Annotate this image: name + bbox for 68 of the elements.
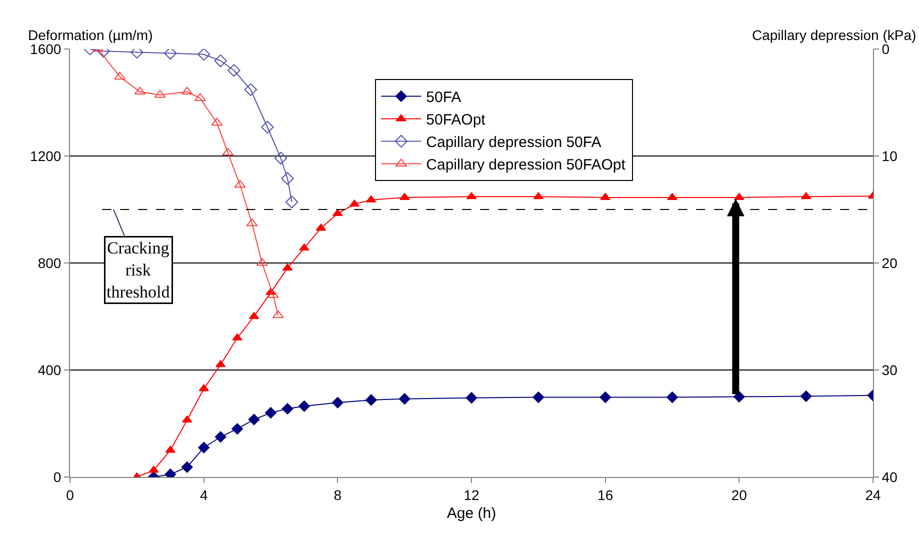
point	[114, 72, 126, 80]
point	[198, 442, 210, 454]
point	[733, 391, 745, 402]
legend-label: 50FA	[426, 89, 462, 106]
point	[165, 446, 176, 453]
point	[214, 431, 226, 443]
point	[232, 423, 243, 435]
point	[181, 86, 193, 95]
point	[248, 414, 260, 426]
point	[532, 392, 544, 403]
point	[667, 192, 678, 200]
point	[246, 218, 258, 226]
annotation: Cracking risk threshold	[106, 238, 170, 302]
point	[800, 390, 812, 402]
legend-label: Capillary depression 50FA	[426, 134, 602, 152]
point	[222, 148, 234, 156]
point	[274, 152, 288, 164]
point	[134, 86, 146, 95]
y2-tick-label: 30	[882, 362, 898, 378]
x-tick-label: 8	[334, 486, 342, 503]
x-axis-title: Age (h)	[446, 504, 496, 522]
point	[398, 393, 410, 405]
point	[285, 196, 298, 208]
y-tick-label: 800	[38, 254, 62, 271]
legend-label: 50FAOpt	[426, 112, 486, 129]
y-axis-title: Deformation (µm/m)	[28, 27, 153, 43]
x-tick-label: 24	[865, 486, 881, 503]
point	[666, 392, 678, 403]
point	[365, 394, 377, 406]
point	[272, 310, 284, 318]
point	[198, 384, 209, 392]
x-tick-label: 20	[731, 486, 748, 503]
y2-tick-label: 10	[882, 148, 898, 164]
point	[600, 392, 612, 403]
point	[181, 461, 193, 473]
point	[299, 244, 310, 251]
point	[261, 120, 274, 134]
point	[332, 209, 343, 216]
point	[214, 54, 227, 68]
x-tick-label: 12	[464, 486, 480, 503]
y-tick-label: 1600	[30, 40, 62, 57]
point	[600, 192, 610, 200]
point	[298, 400, 310, 412]
x-tick-label: 4	[200, 486, 208, 503]
point	[281, 172, 294, 185]
y-tick-label: 400	[38, 362, 62, 378]
point	[332, 396, 344, 408]
y-tick-label: 1200	[30, 148, 62, 164]
point	[164, 49, 177, 60]
point	[211, 118, 223, 126]
y2-tick-label: 40	[882, 468, 898, 485]
point	[366, 195, 376, 202]
point	[734, 192, 744, 200]
point	[228, 64, 240, 77]
y2-tick-label: 20	[882, 254, 898, 271]
y2-axis-title: Capillary depression (kPa)	[752, 27, 916, 43]
y-tick-label: 0	[53, 468, 62, 485]
point	[466, 392, 478, 404]
point	[244, 83, 258, 96]
x-tick-label: 0	[66, 486, 74, 503]
point	[232, 333, 242, 340]
point	[234, 180, 246, 188]
legend-label: Capillary depression 50FAOpt	[426, 156, 626, 174]
point	[282, 403, 294, 414]
x-tick-label: 16	[598, 486, 614, 503]
point	[197, 49, 210, 61]
point	[148, 466, 159, 473]
point	[265, 407, 276, 418]
